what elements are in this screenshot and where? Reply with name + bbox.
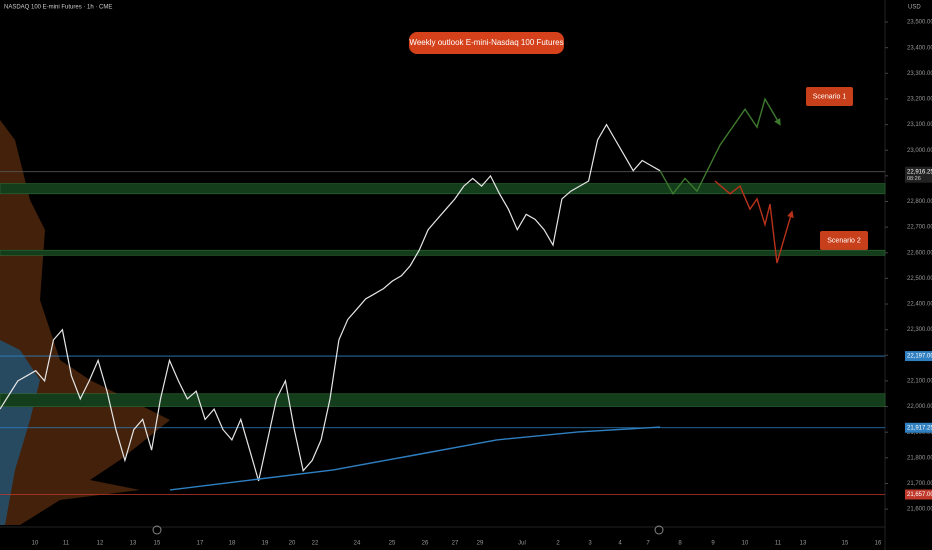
x-tick-label: 25: [389, 541, 396, 547]
y-tick-label: 23,400.00: [907, 45, 932, 51]
x-tick-label: 9: [711, 541, 715, 547]
annotation-box: [806, 87, 853, 106]
x-tick-label: 16: [875, 541, 882, 547]
x-tick-label: 13: [130, 541, 137, 547]
y-tick-label: 23,200.00: [907, 97, 932, 103]
y-tick-label: 22,500.00: [907, 276, 932, 282]
x-tick-label: 18: [229, 541, 236, 547]
level-label: 21,657.00: [907, 492, 932, 498]
x-tick-label: 29: [477, 541, 484, 547]
x-tick-label: 8: [678, 541, 682, 547]
annotation: Scenario 1: [813, 93, 847, 100]
volume-profile-value-area: [0, 340, 40, 525]
chart-title: Weekly outlook E-mini-Nasdaq 100 Futures: [409, 38, 563, 47]
zone: [0, 393, 886, 407]
y-tick-label: 21,900.00: [907, 430, 932, 436]
symbol-header: NASDAQ 100 E-mini Futures · 1h · CME: [4, 5, 112, 11]
x-tick-label: 24: [354, 541, 361, 547]
event-icon[interactable]: [654, 525, 664, 535]
x-tick-label: 10: [742, 541, 749, 547]
countdown: 08:26: [907, 176, 921, 182]
scenario-path: [714, 180, 794, 264]
annotation-box: [820, 231, 868, 250]
level-label-box: [905, 489, 932, 500]
y-tick-label: 21,800.00: [907, 455, 932, 461]
x-tick-label: 26: [422, 541, 429, 547]
y-tick-label: 22,800.00: [907, 199, 932, 205]
x-tick-label: Jul: [518, 541, 526, 547]
y-tick-label: 21,700.00: [907, 481, 932, 487]
y-tick-label: 22,400.00: [907, 302, 932, 308]
x-tick-label: 11: [63, 541, 70, 547]
level-label-box: [905, 166, 932, 183]
x-tick-label: 4: [618, 541, 622, 547]
x-tick-label: 2: [556, 541, 560, 547]
moving-average: [169, 426, 661, 491]
y-tick-label: 22,100.00: [907, 379, 932, 385]
x-tick-label: 15: [154, 541, 161, 547]
y-tick-label: 22,000.00: [907, 404, 932, 410]
x-tick-label: 27: [452, 541, 459, 547]
y-tick-label: 23,500.00: [907, 20, 932, 26]
x-tick-label: 15: [842, 541, 849, 547]
y-tick-label: 23,000.00: [907, 148, 932, 154]
zone: [0, 183, 886, 195]
event-icon[interactable]: [152, 525, 162, 535]
level-label: 21,917.25: [907, 425, 932, 431]
y-tick-label: 23,100.00: [907, 122, 932, 128]
y-tick-label: 22,300.00: [907, 327, 932, 333]
x-tick-label: 17: [197, 541, 204, 547]
y-tick-label: 21,600.00: [907, 507, 932, 513]
y-tick-label: 22,700.00: [907, 225, 932, 231]
level-label-box: [905, 422, 932, 433]
x-tick-label: 7: [646, 541, 650, 547]
x-tick-label: 19: [262, 541, 269, 547]
level-label-box: [905, 351, 932, 362]
annotation: Scenario 2: [827, 237, 861, 244]
level-label: 22,916.25: [907, 169, 932, 175]
zone: [0, 249, 886, 256]
price-line: [0, 123, 661, 482]
y-tick-label: 23,300.00: [907, 71, 932, 77]
x-tick-label: 20: [289, 541, 296, 547]
scenario-path: [659, 97, 781, 196]
title-box: [409, 32, 564, 54]
level-label: 22,197.00: [907, 354, 932, 360]
x-tick-label: 13: [800, 541, 807, 547]
currency: USD: [908, 5, 921, 11]
x-tick-label: 3: [588, 541, 592, 547]
y-tick-label: 22,600.00: [907, 250, 932, 256]
x-tick-label: 11: [775, 541, 782, 547]
x-tick-label: 10: [32, 541, 39, 547]
volume-profile: [0, 120, 170, 525]
x-tick-label: 12: [97, 541, 104, 547]
x-tick-label: 22: [312, 541, 319, 547]
